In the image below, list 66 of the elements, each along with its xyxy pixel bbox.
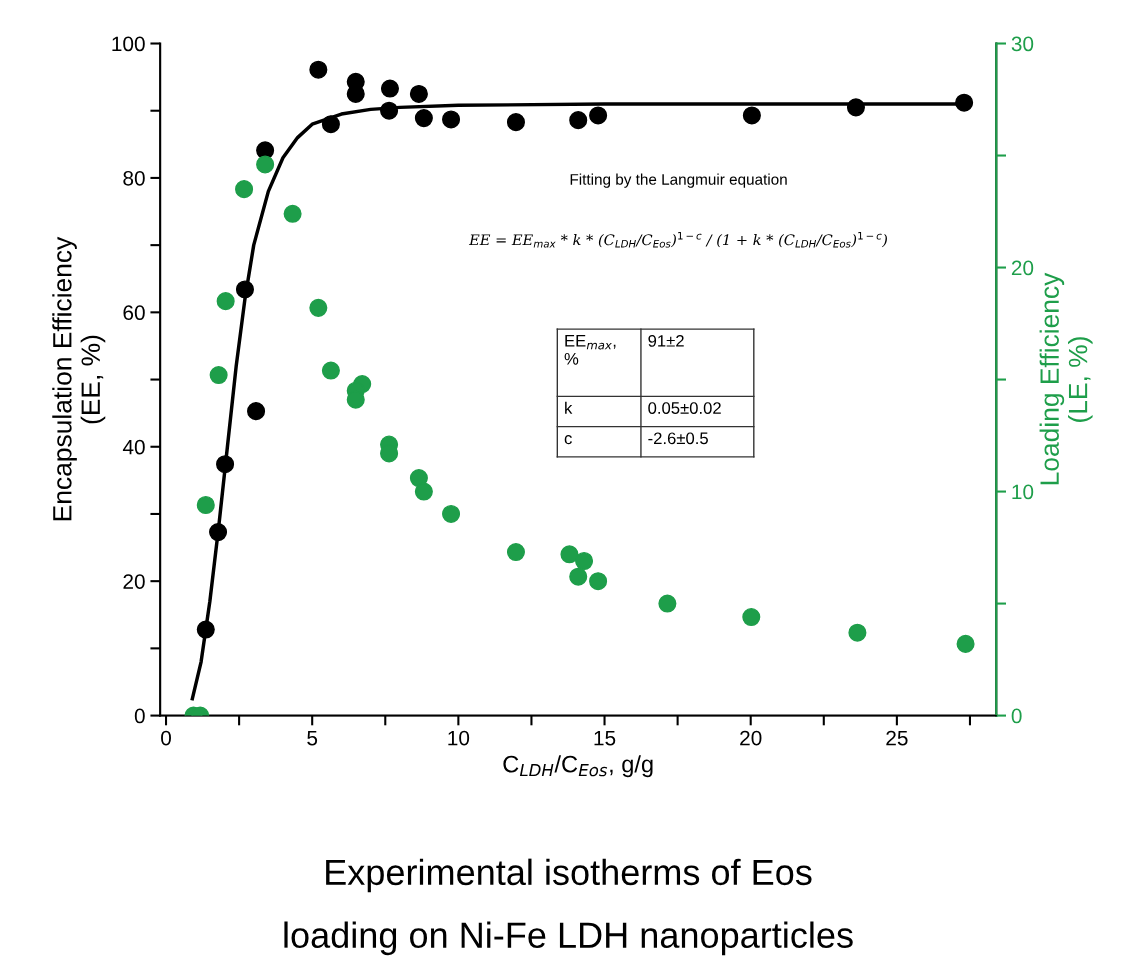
x-tick-label: 10 <box>448 730 470 746</box>
x-axis-title: C$_{LDH}$/C$_{Eos}$, g/g <box>503 755 653 778</box>
y-tick-label: 20 <box>123 574 145 589</box>
annotation: c <box>564 435 572 445</box>
point <box>575 551 594 571</box>
point <box>209 366 228 385</box>
y2-tick-label: 20 <box>1011 260 1034 276</box>
point <box>846 98 865 117</box>
annotation: k <box>565 401 573 414</box>
point <box>442 504 461 523</box>
point <box>216 455 235 474</box>
annotation: 91±2 <box>648 334 684 347</box>
point <box>956 634 975 653</box>
text: EE$_{max}$, % <box>564 335 616 365</box>
y-tick-label: 60 <box>123 305 145 321</box>
y-tick-label: 40 <box>122 439 145 455</box>
y2-tick-label: 0 <box>1011 708 1022 724</box>
x-tick-label: 20 <box>740 730 762 746</box>
x-tick-label: 25 <box>886 730 908 746</box>
text: EE = EE$_{max}$ * k * (C$_{LDH}$/C$_{Eos}$)$^{1−c}$ / (1 + k * (C$_{LDH}$/C$_{Eos}$)$^{1−c}$) <box>468 232 887 248</box>
point <box>414 109 433 128</box>
point <box>589 572 608 591</box>
y-axis-title: Encapsulation Efficiency (EE, %) <box>52 236 106 521</box>
y-tick-label: 0 <box>134 708 145 724</box>
point <box>309 298 328 317</box>
x-tick-label: 0 <box>161 730 171 746</box>
y-tick-label: 80 <box>123 170 145 186</box>
point <box>196 620 215 639</box>
point <box>742 607 761 627</box>
y2-axis-title: Loading Efficiency (LE, %) <box>1039 272 1093 485</box>
text: loading on Ni-Fe LDH nanoparticles <box>284 921 853 956</box>
x-tick-label: 5 <box>307 730 318 746</box>
annotation: -2.6±0.5 <box>648 432 708 445</box>
y2-tick-label: 30 <box>1011 36 1034 52</box>
point <box>380 79 399 98</box>
point <box>235 280 254 299</box>
point <box>442 110 461 129</box>
point <box>742 106 761 125</box>
annotation: Fitting by the Langmuir equation <box>570 173 787 188</box>
point <box>589 106 608 125</box>
point <box>321 361 340 380</box>
point <box>216 292 235 311</box>
point <box>321 115 340 134</box>
y-tick-label: 100 <box>112 36 145 52</box>
point <box>560 545 579 564</box>
point <box>848 623 867 642</box>
point <box>256 155 275 174</box>
point <box>409 84 428 103</box>
point <box>196 495 215 515</box>
point <box>506 113 525 132</box>
text: Experimental isotherms of Eos <box>326 858 812 893</box>
annotation: 0.05±0.02 <box>648 402 721 414</box>
point <box>569 567 588 586</box>
point <box>209 523 228 542</box>
point <box>380 101 399 120</box>
point <box>658 594 677 613</box>
point <box>414 482 433 501</box>
point <box>235 180 254 199</box>
y2-tick-label: 10 <box>1012 484 1034 500</box>
point <box>309 60 328 79</box>
point <box>506 543 525 562</box>
point <box>569 111 588 130</box>
point <box>247 402 266 421</box>
point <box>283 204 302 223</box>
x-tick-label: 15 <box>594 730 616 746</box>
point <box>955 93 974 112</box>
